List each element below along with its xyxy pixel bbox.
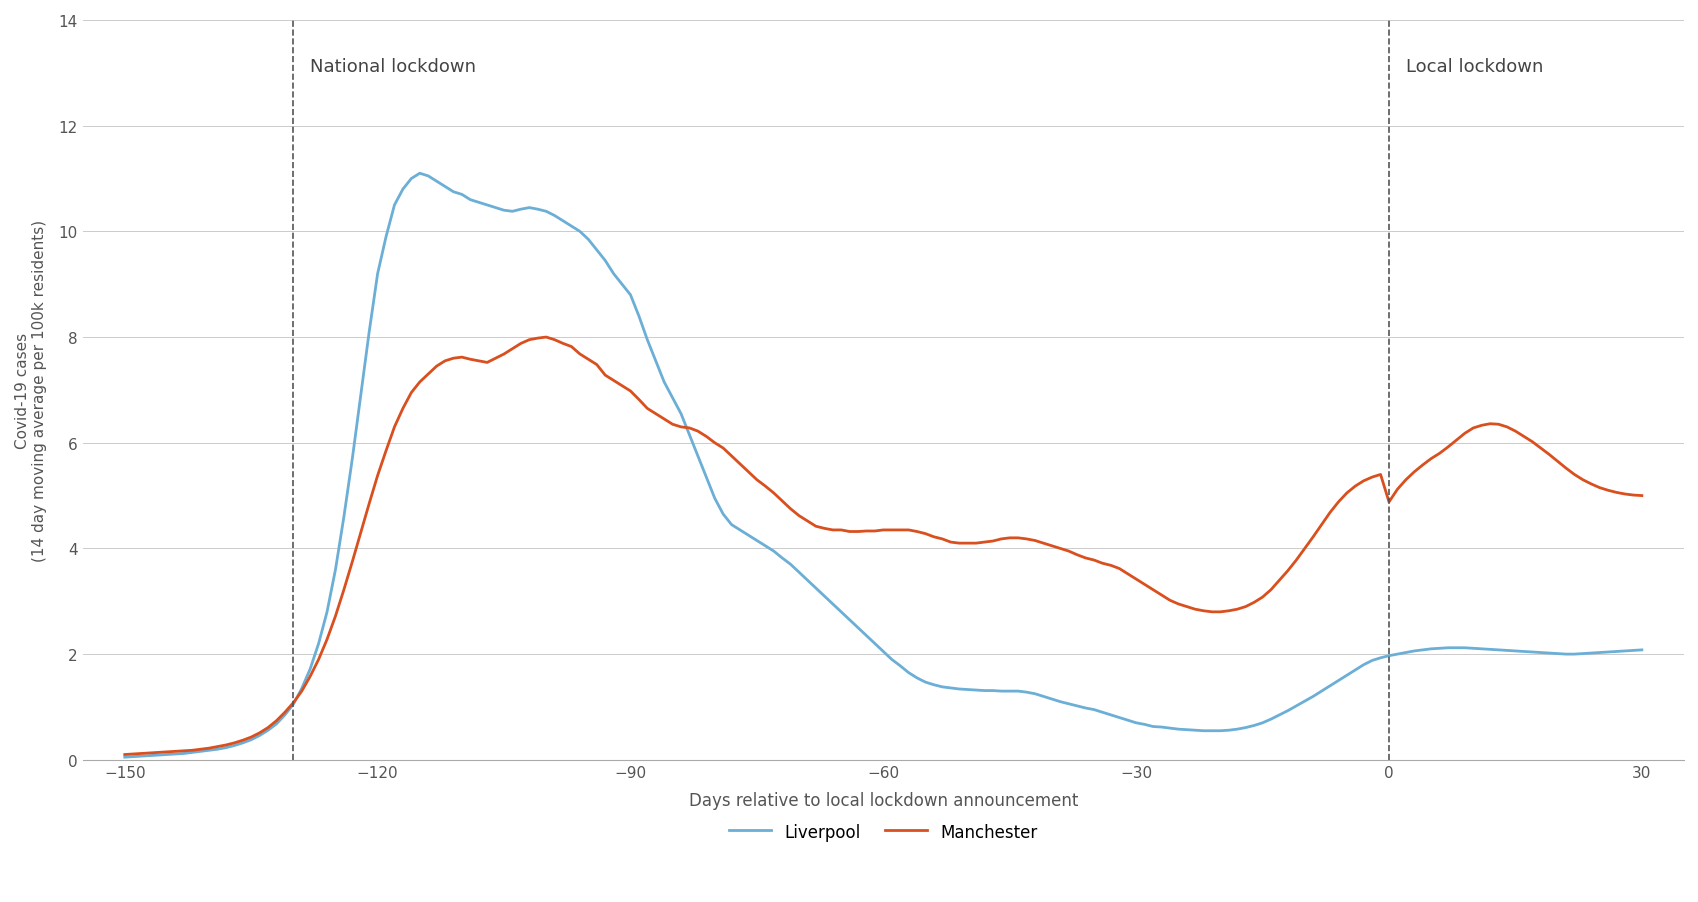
Manchester	[856, 526, 876, 537]
Liverpool	[409, 169, 430, 179]
Liverpool	[1630, 645, 1650, 656]
Line: Manchester: Manchester	[124, 337, 1640, 755]
Legend: Liverpool, Manchester: Liverpool, Manchester	[722, 816, 1044, 848]
Manchester	[535, 332, 555, 343]
Manchester	[241, 732, 261, 742]
Line: Liverpool: Liverpool	[124, 174, 1640, 758]
Liverpool	[114, 752, 134, 763]
Liverpool	[856, 630, 876, 641]
Manchester	[847, 527, 868, 538]
Manchester	[543, 335, 564, 345]
Text: National lockdown: National lockdown	[311, 58, 475, 76]
X-axis label: Days relative to local lockdown announcement: Days relative to local lockdown announce…	[688, 791, 1077, 809]
Liverpool	[543, 211, 564, 222]
Liverpool	[1379, 650, 1399, 661]
Manchester	[1379, 497, 1399, 508]
Liverpool	[847, 622, 868, 633]
Manchester	[341, 557, 362, 567]
Text: Local lockdown: Local lockdown	[1404, 58, 1542, 76]
Liverpool	[341, 454, 362, 465]
Y-axis label: Covid-19 cases
(14 day moving average per 100k residents): Covid-19 cases (14 day moving average pe…	[15, 219, 48, 561]
Manchester	[114, 750, 134, 760]
Manchester	[1630, 491, 1650, 502]
Liverpool	[241, 734, 261, 745]
